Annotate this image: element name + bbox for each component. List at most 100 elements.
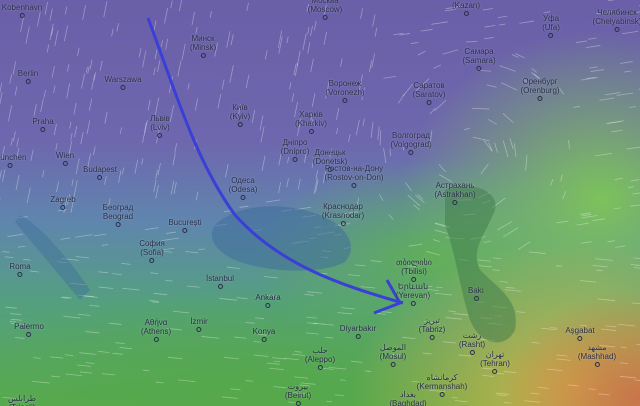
wind-streak <box>411 380 419 383</box>
city-name: Warszawa <box>104 75 142 84</box>
wind-streak <box>573 106 580 108</box>
wind-streak <box>329 148 332 158</box>
wind-streak <box>328 366 347 370</box>
city-label[interactable]: Оренбург (Orenburg) <box>520 77 560 101</box>
city-marker-icon <box>340 221 346 226</box>
route-arrow-head <box>373 279 403 315</box>
wind-streak <box>77 313 91 316</box>
city-label[interactable]: بغداد (Baghdad) <box>389 390 426 406</box>
city-name: Wien <box>55 151 75 160</box>
city-label[interactable]: Αθήνα (Athens) <box>141 318 171 342</box>
city-label[interactable]: Донецьк (Donetsk) <box>313 148 347 172</box>
city-label[interactable]: Харків (Kharkiv) <box>295 110 327 134</box>
city-label[interactable]: (Kazan) <box>452 1 480 16</box>
wind-streak <box>576 40 587 43</box>
city-label[interactable]: София (Sofia) <box>139 239 165 263</box>
city-label[interactable]: Астрахань (Astrakhan) <box>434 181 476 205</box>
wind-streak <box>442 49 459 55</box>
city-label[interactable]: Саратов (Saratov) <box>413 81 445 105</box>
city-label[interactable]: München <box>0 153 26 168</box>
wind-streak <box>497 15 508 18</box>
city-label[interactable]: Краснодар (Krasnodar) <box>322 202 364 226</box>
wind-streak <box>116 23 119 32</box>
city-label[interactable]: Уфа (Ufa) <box>542 14 560 38</box>
wind-streak <box>438 174 453 183</box>
wind-streak <box>463 127 471 131</box>
city-name-latin: (Lviv) <box>150 123 170 132</box>
city-label[interactable]: Konya <box>253 327 275 342</box>
city-label[interactable]: Kobenhavn <box>2 3 42 18</box>
city-label[interactable]: Ростов-на-Дону (Rostov-on-Don) <box>324 164 384 188</box>
city-label[interactable]: حلب (Aleppo) <box>305 346 335 370</box>
wind-streak <box>302 33 307 51</box>
city-label[interactable]: Budapest <box>83 165 117 180</box>
city-label[interactable]: Warszawa <box>104 75 142 90</box>
city-name-latin: (Samara) <box>462 56 496 65</box>
wind-streak <box>286 36 289 44</box>
city-label[interactable]: Diyarbakır <box>340 324 376 339</box>
city-label[interactable]: Berlin <box>18 69 38 84</box>
city-label[interactable]: Москва (Moscow) <box>308 0 342 20</box>
city-label[interactable]: İzmir <box>190 317 208 332</box>
city-name: Оренбург <box>522 77 558 86</box>
city-label[interactable]: Београд Beograd <box>103 203 133 227</box>
city-label[interactable]: Київ (Kyiv) <box>230 103 250 127</box>
wind-streak <box>89 59 93 70</box>
city-label[interactable]: Волгоград (Volgograd) <box>390 131 432 155</box>
wind-streak <box>181 43 186 61</box>
city-label[interactable]: کرمانشاه (Kermanshah) <box>417 373 467 397</box>
city-label[interactable]: تبریز (Tabriz) <box>419 316 445 340</box>
city-label[interactable]: Երևան (Yerevan) <box>396 282 430 306</box>
wind-streak <box>278 153 282 166</box>
city-label[interactable]: مشهد (Mashhad) <box>578 343 616 367</box>
city-label[interactable]: Aşgabat <box>565 326 595 341</box>
caspian-sea <box>445 186 516 343</box>
city-label[interactable]: Roma <box>9 262 31 277</box>
wind-streak <box>44 1 48 15</box>
city-label[interactable]: Одеса (Odesa) <box>229 176 257 200</box>
wind-streak <box>57 209 67 212</box>
city-marker-icon <box>292 157 298 162</box>
wind-streak <box>219 298 238 301</box>
city-name: Самара <box>464 47 494 56</box>
city-label[interactable]: Palermo <box>14 322 44 337</box>
city-label[interactable]: تهران (Tehran) <box>480 350 510 374</box>
city-label[interactable]: თბილისი (Tbilisi) <box>396 258 432 282</box>
wind-streak <box>294 101 298 118</box>
city-label[interactable]: الموصل (Mosul) <box>380 343 406 367</box>
city-label[interactable]: București <box>168 218 202 233</box>
city-label[interactable]: Praha <box>32 117 54 132</box>
city-name: Київ <box>232 103 248 112</box>
city-label[interactable]: Самара (Samara) <box>462 47 496 71</box>
wind-streak <box>112 352 123 355</box>
wind-streak <box>336 127 339 135</box>
city-label[interactable]: Дніпро (Dnipro) <box>281 138 309 162</box>
city-label[interactable]: رشت (Rasht) <box>459 331 485 355</box>
wind-streak <box>177 379 196 382</box>
wind-streak <box>362 118 365 127</box>
wind-streak <box>484 25 496 28</box>
city-label[interactable]: Ankara <box>255 293 281 308</box>
city-label[interactable]: بيروت (Beirut) <box>285 382 311 406</box>
city-label[interactable]: Минск (Minsk) <box>190 34 216 58</box>
city-marker-icon <box>429 335 435 340</box>
city-marker-icon <box>182 228 188 233</box>
wind-streak <box>223 356 239 360</box>
city-label[interactable]: طرابلس(Tripoli) <box>8 394 36 406</box>
city-name: Москва <box>311 0 339 5</box>
wind-streak <box>170 180 175 195</box>
city-label[interactable]: Воронеж (Voronezh) <box>325 79 365 103</box>
city-label[interactable]: İstanbul <box>206 274 234 289</box>
city-label[interactable]: Челябинск (Chelyabinsk) <box>593 8 640 32</box>
wind-streak <box>482 8 493 11</box>
city-marker-icon <box>26 332 32 337</box>
adriatic-sea <box>15 215 90 300</box>
city-label[interactable]: Wien <box>56 151 74 166</box>
city-label[interactable]: Bakı <box>468 286 484 301</box>
wind-streak <box>360 8 364 19</box>
wind-streak <box>567 384 579 387</box>
city-label[interactable]: Львів (Lviv) <box>150 114 170 138</box>
wind-streak <box>147 99 151 111</box>
city-label[interactable]: Zagreb <box>50 195 76 210</box>
